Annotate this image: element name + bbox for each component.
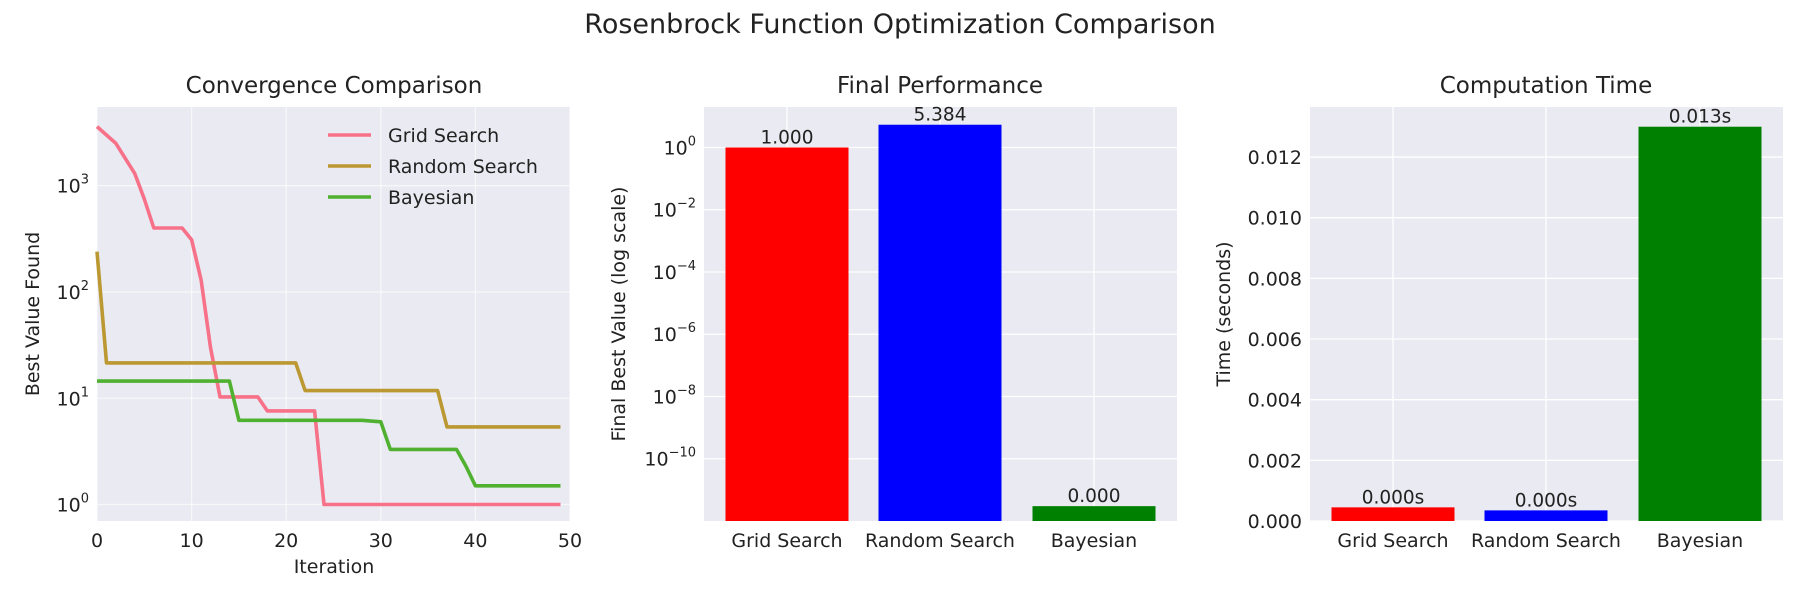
final-performance-bars: 1.000 5.384 0.000 bbox=[725, 105, 1156, 522]
y-tick-label: 100 bbox=[57, 492, 89, 517]
convergence-legend: Grid Search Random Search Bayesian bbox=[328, 125, 538, 209]
series-line-1 bbox=[95, 251, 561, 429]
x-tick-label: 30 bbox=[369, 530, 393, 552]
convergence-chart: Convergence Comparison 0 10 20 30 40 50 10010… bbox=[22, 73, 582, 578]
y-tick-label: 0.010 bbox=[1248, 208, 1302, 230]
computation-time-y-label: Time (seconds) bbox=[1213, 241, 1235, 387]
x-tick-label: Random Search bbox=[865, 530, 1015, 552]
y-tick-label: 10−2 bbox=[653, 197, 696, 222]
computation-time-y-ticks: 0.000 0.002 0.004 0.006 0.008 0.010 0.012 bbox=[1248, 147, 1302, 533]
bar-value-label: 0.000s bbox=[1515, 490, 1578, 511]
y-tick-label: 103 bbox=[57, 173, 89, 198]
computation-time-chart: Computation Time 0.000s 0.000s 0.013s Grid… bbox=[1213, 73, 1783, 552]
convergence-title: Convergence Comparison bbox=[186, 73, 483, 99]
bar-value-label: 1.000 bbox=[761, 127, 814, 148]
y-tick-label: 0.006 bbox=[1248, 329, 1302, 351]
x-tick-label: 40 bbox=[463, 530, 487, 552]
x-tick-label: Random Search bbox=[1471, 530, 1621, 552]
convergence-x-ticks: 0 10 20 30 40 50 bbox=[91, 530, 582, 552]
y-tick-label: 10−4 bbox=[653, 259, 696, 284]
y-tick-label: 101 bbox=[57, 385, 89, 410]
y-tick-label: 100 bbox=[664, 134, 696, 159]
convergence-x-label: Iteration bbox=[294, 556, 375, 578]
final-performance-title: Final Performance bbox=[837, 73, 1043, 99]
x-tick-label: Grid Search bbox=[1337, 530, 1448, 552]
y-tick-label: 10−8 bbox=[653, 383, 696, 408]
bar bbox=[1638, 126, 1762, 521]
y-tick-label: 102 bbox=[57, 279, 89, 304]
final-performance-y-label: Final Best Value (log scale) bbox=[608, 187, 630, 442]
bar bbox=[1484, 510, 1608, 521]
convergence-y-ticks: 100 101 102 103 bbox=[57, 173, 89, 517]
bar-value-label: 0.000 bbox=[1068, 486, 1121, 507]
x-tick-label: Bayesian bbox=[1657, 530, 1743, 552]
final-performance-chart: Final Performance 1.000 5.384 0.000 Grid S… bbox=[608, 73, 1177, 552]
final-performance-x-ticks: Grid Search Random Search Bayesian bbox=[731, 530, 1137, 552]
convergence-y-label: Best Value Found bbox=[22, 232, 44, 396]
series-line-0 bbox=[95, 125, 561, 507]
legend-label: Grid Search bbox=[388, 125, 499, 147]
x-tick-label: 0 bbox=[91, 530, 103, 552]
convergence-plot-area bbox=[97, 107, 570, 521]
computation-time-x-ticks: Grid Search Random Search Bayesian bbox=[1337, 530, 1743, 552]
figure-title: Rosenbrock Function Optimization Compari… bbox=[584, 9, 1215, 40]
x-tick-label: 20 bbox=[274, 530, 298, 552]
y-tick-label: 0.012 bbox=[1248, 147, 1302, 169]
y-tick-label: 10−10 bbox=[644, 446, 696, 471]
series-line-2 bbox=[97, 379, 561, 488]
final-performance-y-ticks: 100 10−2 10−4 10−6 10−8 10−10 bbox=[644, 134, 696, 470]
bar-value-label: 0.000s bbox=[1362, 487, 1425, 508]
x-tick-label: Grid Search bbox=[731, 530, 842, 552]
computation-time-title: Computation Time bbox=[1440, 73, 1652, 99]
bar bbox=[725, 147, 849, 521]
bar bbox=[878, 124, 1002, 522]
bar bbox=[1331, 507, 1455, 521]
computation-time-bars: 0.000s 0.000s 0.013s bbox=[1331, 107, 1762, 521]
x-tick-label: Bayesian bbox=[1051, 530, 1137, 552]
bar-value-label: 5.384 bbox=[914, 105, 967, 126]
bar bbox=[1032, 506, 1156, 521]
legend-label: Bayesian bbox=[388, 187, 474, 209]
x-tick-label: 50 bbox=[558, 530, 582, 552]
legend-label: Random Search bbox=[388, 156, 538, 178]
y-tick-label: 0.002 bbox=[1248, 450, 1302, 472]
y-tick-label: 0.000 bbox=[1248, 511, 1302, 533]
y-tick-label: 10−6 bbox=[653, 321, 696, 346]
y-tick-label: 0.008 bbox=[1248, 268, 1302, 290]
convergence-lines bbox=[95, 125, 561, 507]
bar-value-label: 0.013s bbox=[1669, 107, 1732, 128]
x-tick-label: 10 bbox=[180, 530, 204, 552]
y-tick-label: 0.004 bbox=[1248, 390, 1302, 412]
